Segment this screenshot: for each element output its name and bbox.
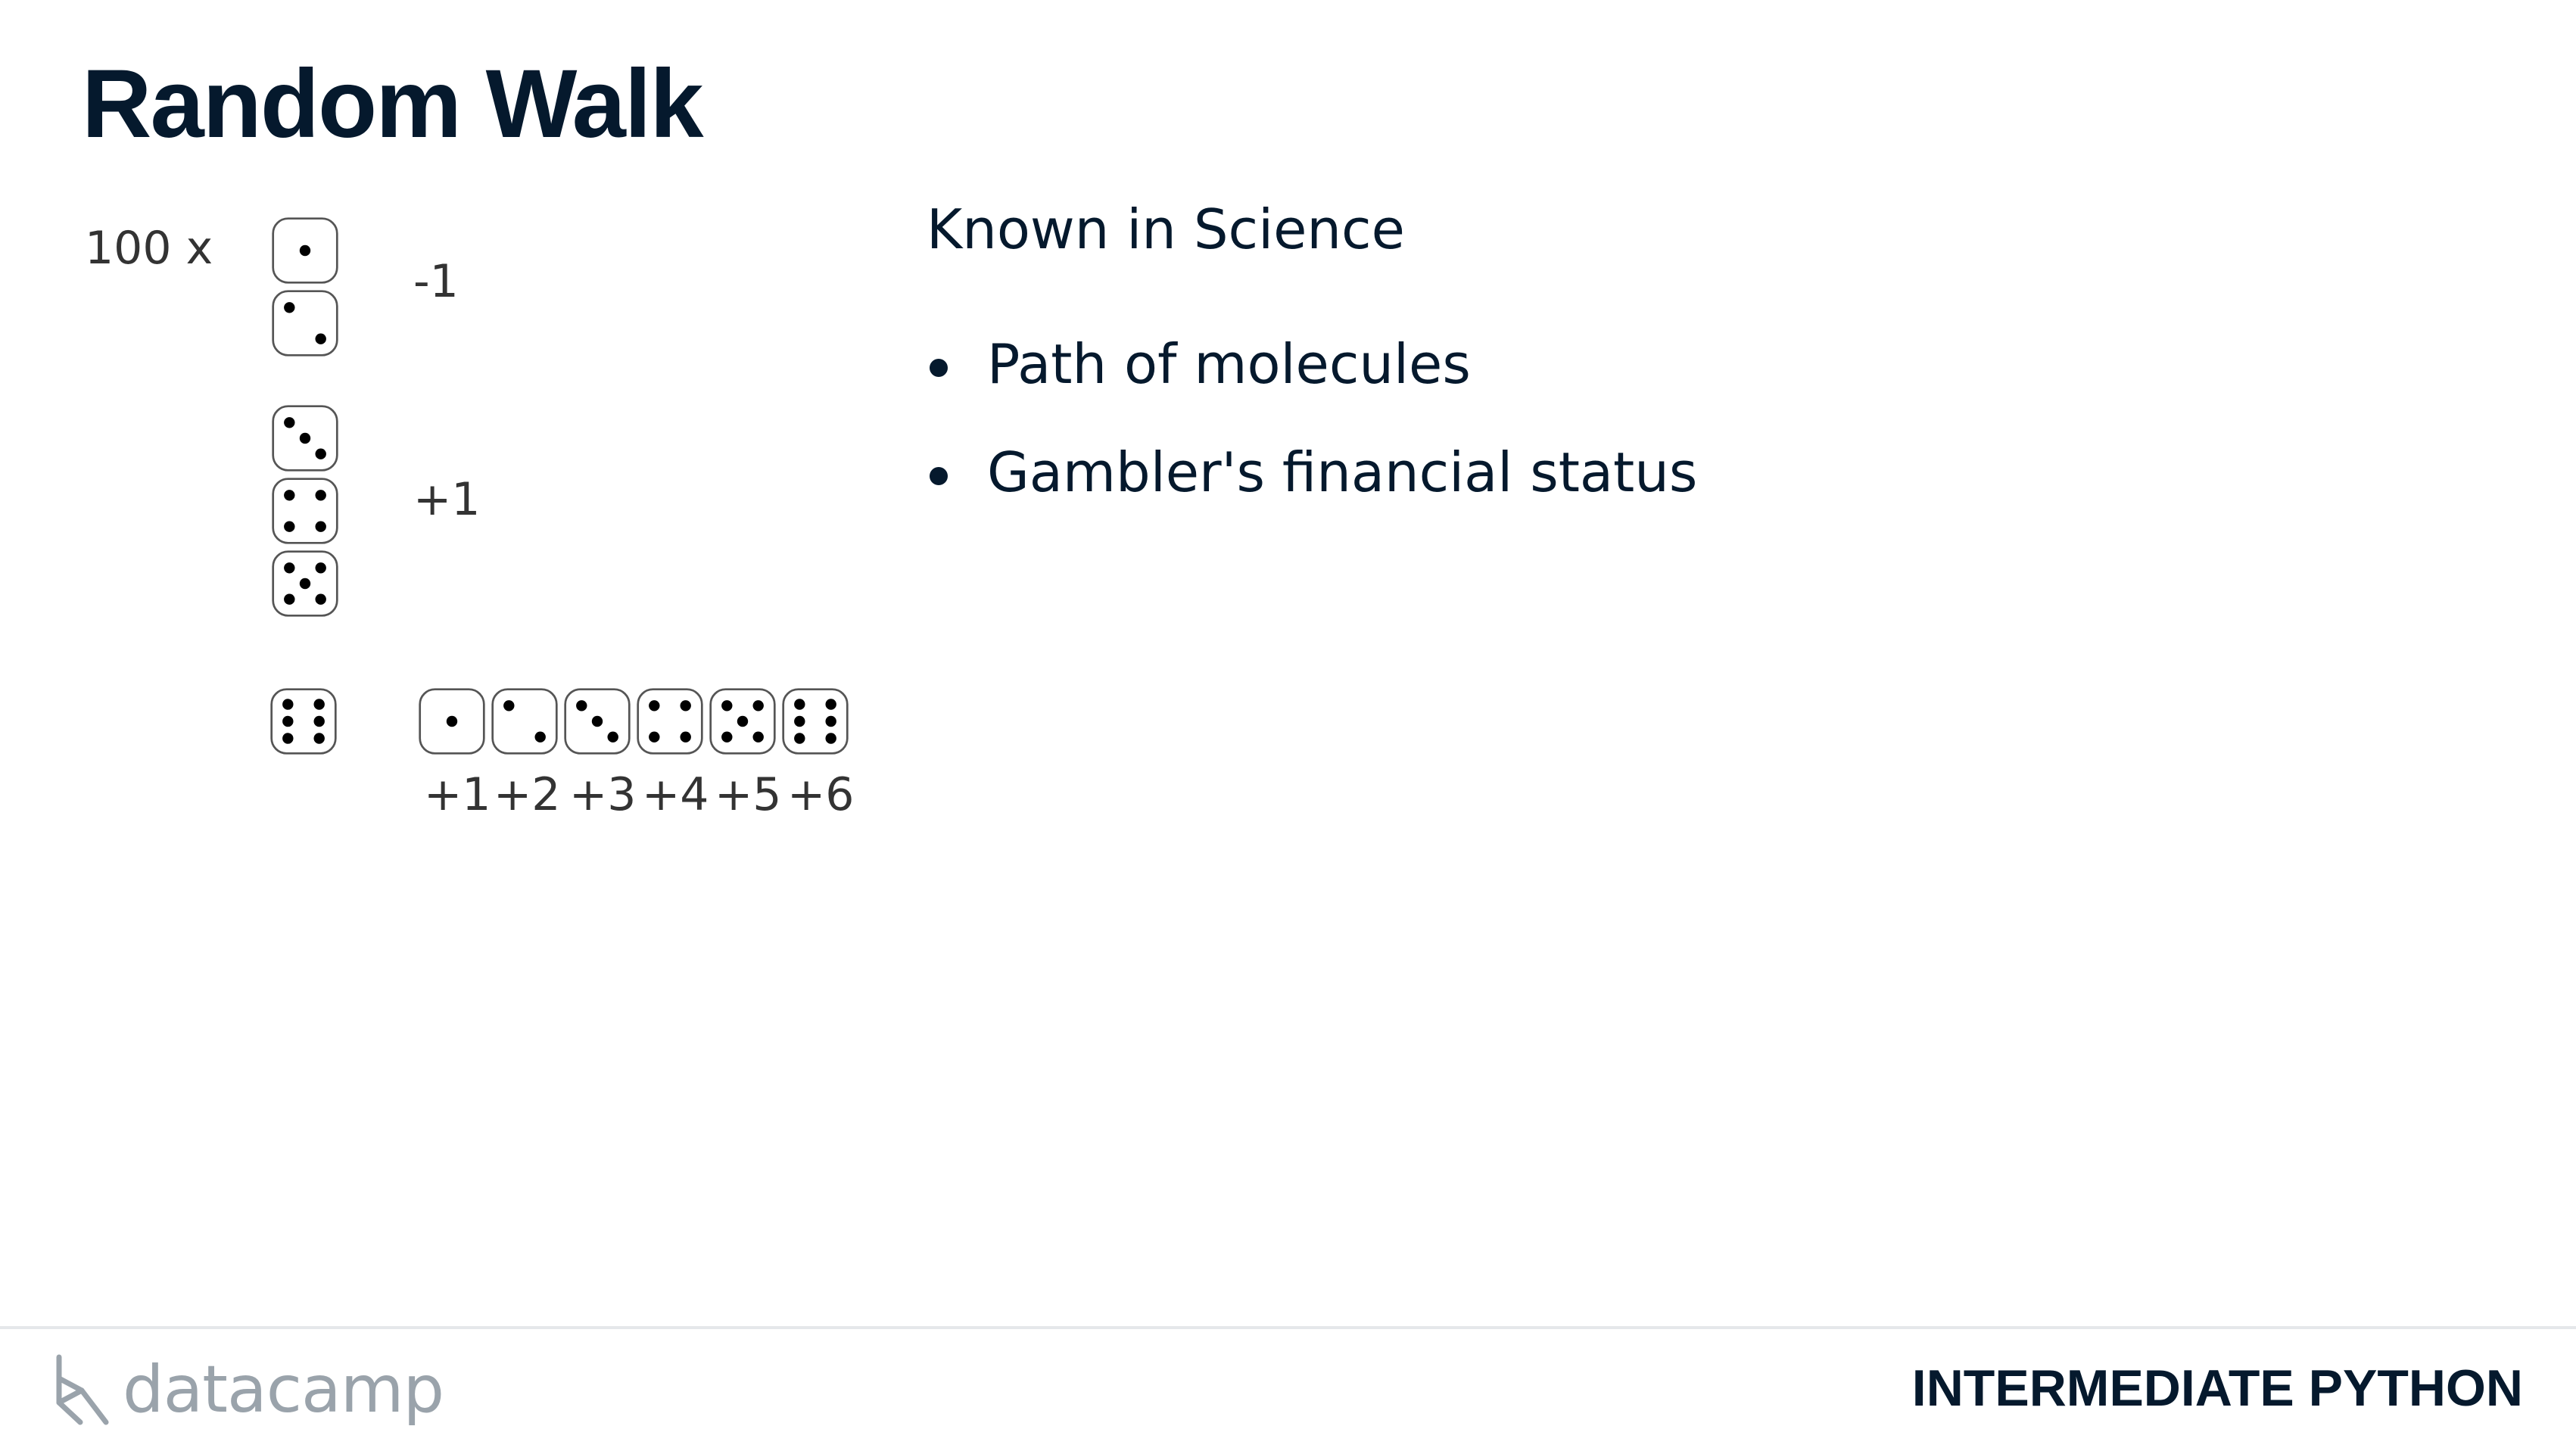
die-five-icon (271, 550, 339, 618)
plus-one-label: +1 (413, 473, 481, 526)
bullet-dot-icon (930, 359, 948, 377)
bullet-item: Gambler's financial status (927, 441, 1697, 504)
course-title: INTERMEDIATE PYTHON (1911, 1359, 2523, 1417)
roll-die-five-icon (709, 687, 777, 755)
bullet-text: Path of molecules (987, 332, 1471, 396)
datacamp-logo: datacamp (53, 1352, 444, 1428)
die-one-icon (271, 216, 339, 285)
brand-name: datacamp (123, 1352, 444, 1428)
bullet-text: Gambler's financial status (987, 440, 1698, 504)
minus-one-label: -1 (413, 255, 459, 308)
science-bullet-list: Path of molecules Gambler's financial st… (927, 333, 1697, 550)
roll-label: +2 (494, 768, 561, 821)
die-two-icon (271, 289, 339, 357)
roll-label: +1 (424, 768, 491, 821)
footer-divider (0, 1326, 2576, 1329)
roll-label: +4 (642, 768, 709, 821)
die-four-icon (271, 477, 339, 545)
science-heading: Known in Science (927, 198, 1405, 261)
bullet-dot-icon (930, 466, 948, 485)
roll-label: +5 (715, 768, 782, 821)
roll-die-six-icon (781, 687, 849, 755)
die-three-icon (271, 404, 339, 472)
datacamp-mark-icon (56, 1354, 109, 1425)
slide-title: Random Walk (82, 50, 704, 158)
die-six-icon (269, 687, 338, 755)
roll-die-one-icon (418, 687, 486, 755)
roll-label: +3 (569, 768, 637, 821)
roll-die-two-icon (491, 687, 559, 755)
bullet-item: Path of molecules (927, 333, 1697, 396)
roll-label: +6 (787, 768, 855, 821)
roll-die-three-icon (563, 687, 631, 755)
roll-die-four-icon (636, 687, 704, 755)
repeat-label: 100 x (85, 222, 213, 275)
